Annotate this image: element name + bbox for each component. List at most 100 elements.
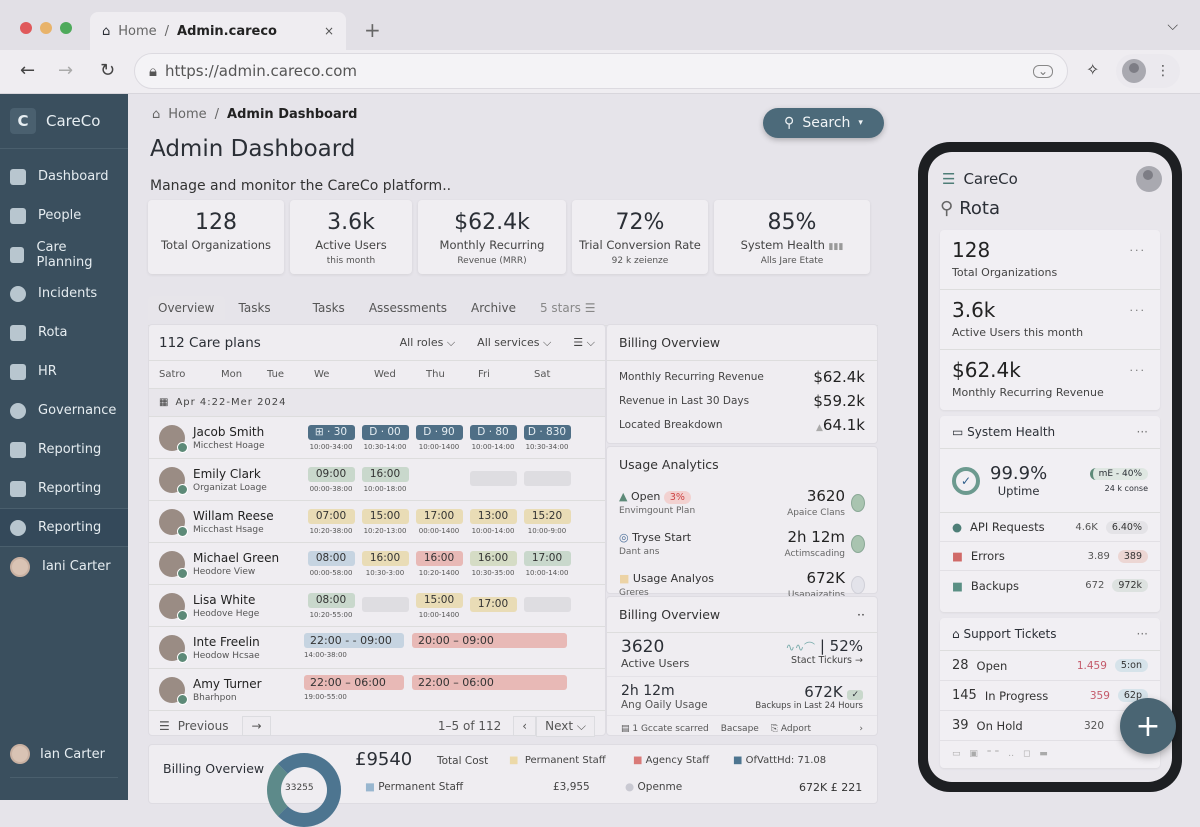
shift-pill[interactable]: 15:00 bbox=[361, 508, 409, 524]
schedule-row[interactable]: Willam Reese Micchast Hsage 07:00 10:20-38:… bbox=[149, 501, 605, 543]
shift-pill[interactable]: 07:00 bbox=[307, 508, 355, 524]
maximize-window-button[interactable] bbox=[60, 22, 72, 34]
shift-pill[interactable]: 17:00 bbox=[523, 550, 571, 566]
shift-cell[interactable]: D · 830 10:30-34:00 bbox=[520, 417, 574, 458]
shift-cell[interactable]: 16:00 10:20-1400 bbox=[412, 543, 466, 584]
more-options-icon[interactable]: ·· bbox=[857, 607, 865, 622]
kpi-card-system-health[interactable]: 85% System Health ▮▮▮ Alls Jare Etate bbox=[714, 200, 870, 274]
shift-pill[interactable]: 16:00 bbox=[469, 550, 517, 566]
view-toggle-list-icon[interactable]: ☰ ⌵ bbox=[573, 335, 595, 349]
shift-pill[interactable]: 16:00 bbox=[361, 550, 409, 566]
sidebar-item-rota[interactable]: Rota bbox=[0, 313, 128, 352]
staff-member[interactable]: Lisa White Heodove Hege bbox=[149, 585, 304, 626]
overnight-shift-pill[interactable]: 20:00 – 09:00 bbox=[412, 633, 567, 648]
shift-cell[interactable]: 15:20 10:00-9:00 bbox=[520, 501, 574, 542]
shift-cell[interactable]: 16:00 10:30-3:00 bbox=[358, 543, 412, 584]
overnight-shift-pill[interactable]: 22:00 - - 09:00 bbox=[304, 633, 404, 648]
new-tab-button[interactable]: + bbox=[364, 18, 381, 42]
shift-cell[interactable]: D · 80 10:00-14:00 bbox=[466, 417, 520, 458]
tab-assessments[interactable]: Assessments bbox=[368, 300, 448, 315]
footer-link[interactable]: ▤ 1 Gccate scarred bbox=[621, 724, 709, 734]
breadcrumb-home[interactable]: Home bbox=[168, 107, 207, 122]
health-row[interactable]: ■ Backups 672 972k bbox=[940, 571, 1160, 600]
shift-pill[interactable]: 16:00 bbox=[415, 550, 463, 566]
tab-list-chevron-icon[interactable]: ⌵ bbox=[1167, 18, 1178, 34]
shift-cell[interactable] bbox=[520, 459, 574, 500]
previous-button[interactable]: Previous bbox=[177, 719, 229, 733]
shift-pill[interactable]: 09:00 bbox=[307, 466, 355, 482]
shift-cell[interactable]: D · 90 10:00-1400 bbox=[412, 417, 466, 458]
kpi-card-active-users[interactable]: 3.6k Active Users this month bbox=[290, 200, 412, 274]
sidebar-item-incidents[interactable]: Incidents bbox=[0, 274, 128, 313]
more-options-icon[interactable]: ··· bbox=[1136, 425, 1148, 439]
sidebar-footer-user[interactable]: Ian Carter bbox=[0, 744, 128, 778]
kpi-card-organizations[interactable]: 128 Total Organizations bbox=[148, 200, 284, 274]
profile-button[interactable]: ⋮ bbox=[1116, 54, 1180, 88]
staff-member[interactable]: Amy Turner Bharhpon bbox=[149, 669, 304, 710]
shift-cell[interactable]: 17:00 bbox=[466, 585, 520, 626]
health-row[interactable]: ● API Requests 4.6K 6.40% bbox=[940, 513, 1160, 542]
shift-cell[interactable]: 15:00 10:20-13:00 bbox=[358, 501, 412, 542]
footer-link[interactable]: Bacsape bbox=[720, 724, 759, 734]
shift-pill[interactable]: D · 830 bbox=[523, 424, 571, 440]
services-filter-dropdown[interactable]: All services ⌵ bbox=[477, 335, 552, 349]
usage-row[interactable]: ◎ Tryse Start Dant ans 2h 12m Actimscading bbox=[607, 523, 877, 564]
shift-cell[interactable]: 15:00 10:00-1400 bbox=[412, 585, 466, 626]
close-tab-icon[interactable]: × bbox=[323, 24, 334, 38]
shift-pill[interactable]: 17:00 bbox=[415, 508, 463, 524]
shift-pill[interactable]: 15:00 bbox=[415, 592, 463, 608]
shift-cell[interactable] bbox=[520, 585, 574, 626]
ticket-row[interactable]: 145 In Progress 359 62p bbox=[940, 681, 1160, 711]
hamburger-menu-icon[interactable]: ☰ bbox=[942, 170, 956, 188]
add-fab-button[interactable]: + bbox=[1120, 698, 1176, 754]
staff-member[interactable]: Emily Clark Organizat Loage bbox=[149, 459, 304, 500]
shift-pill[interactable] bbox=[523, 470, 571, 486]
chevron-right-icon[interactable]: › bbox=[859, 724, 863, 734]
ticket-row[interactable]: 39 On Hold 320 bbox=[940, 711, 1160, 741]
mobile-metric[interactable]: $62.4k Monthly Recurring Revenue ··· bbox=[952, 358, 1146, 399]
shift-pill[interactable] bbox=[469, 470, 517, 486]
shift-cell[interactable]: 09:00 00:00-38:00 bbox=[304, 459, 358, 500]
tab-tasks[interactable]: Tasks bbox=[238, 300, 271, 315]
sidebar-item-hr[interactable]: HR bbox=[0, 352, 128, 391]
shift-pill[interactable]: 08:00 bbox=[307, 550, 355, 566]
roles-filter-dropdown[interactable]: All roles ⌵ bbox=[399, 335, 456, 349]
schedule-row[interactable]: Emily Clark Organizat Loage 09:00 00:00-38:… bbox=[149, 459, 605, 501]
shift-pill[interactable]: 16:00 bbox=[361, 466, 409, 482]
sidebar-item-governance[interactable]: Governance bbox=[0, 391, 128, 430]
shift-cell[interactable]: 17:00 00:00-1400 bbox=[412, 501, 466, 542]
shift-cell[interactable]: 17:00 10:00-14:00 bbox=[520, 543, 574, 584]
install-app-icon[interactable]: ⌄ bbox=[1032, 64, 1053, 78]
sidebar-item-reporting-3[interactable]: Reporting bbox=[0, 508, 128, 547]
shift-pill[interactable]: D · 00 bbox=[361, 424, 409, 440]
forward-button[interactable]: → bbox=[58, 60, 74, 81]
staff-member[interactable]: Willam Reese Micchast Hsage bbox=[149, 501, 304, 542]
extensions-icon[interactable]: ✧ bbox=[1086, 60, 1100, 79]
sidebar-brand[interactable]: C CareCo bbox=[0, 94, 128, 149]
minimize-window-button[interactable] bbox=[40, 22, 52, 34]
shift-cell[interactable]: 08:00 00:00-58:00 bbox=[304, 543, 358, 584]
mobile-metric[interactable]: 128 Total Organizations ··· bbox=[940, 230, 1160, 290]
sidebar-item-user[interactable]: Iani Carter bbox=[0, 547, 128, 586]
tab-overview[interactable]: Overview bbox=[148, 295, 225, 320]
schedule-row[interactable]: Lisa White Heodove Hege 08:00 10:20-55:00 15… bbox=[149, 585, 605, 627]
shift-cell[interactable] bbox=[466, 459, 520, 500]
browser-menu-icon[interactable]: ⋮ bbox=[1156, 63, 1170, 79]
shift-cell[interactable]: D · 00 10:30-14:00 bbox=[358, 417, 412, 458]
export-link[interactable]: ⎘ Adport bbox=[770, 724, 812, 734]
tab-tasks-2[interactable]: Tasks bbox=[312, 300, 345, 315]
shift-cell[interactable]: 16:00 10:00-18:00 bbox=[358, 459, 412, 500]
kpi-card-mrr[interactable]: $62.4k Monthly Recurring Revenue (MRR) bbox=[418, 200, 566, 274]
close-window-button[interactable] bbox=[20, 22, 32, 34]
shift-pill[interactable]: ⊞ · 30 bbox=[307, 424, 355, 440]
prev-page-button[interactable]: ‹ bbox=[513, 716, 537, 736]
shift-cell[interactable]: 07:00 10:20-38:00 bbox=[304, 501, 358, 542]
mobile-search[interactable]: ⚲ Rota bbox=[940, 198, 1000, 219]
overnight-shift-pill[interactable]: 22:00 – 06:00 bbox=[412, 675, 567, 690]
search-button[interactable]: ⚲ Search ▾ bbox=[763, 108, 884, 138]
shift-pill[interactable]: 17:00 bbox=[469, 596, 517, 612]
back-button[interactable]: ← bbox=[20, 60, 36, 81]
overnight-shift-pill[interactable]: 22:00 – 06:00 bbox=[304, 675, 404, 690]
sidebar-item-reporting-2[interactable]: Reporting bbox=[0, 469, 128, 508]
shift-pill[interactable]: 15:20 bbox=[523, 508, 571, 524]
